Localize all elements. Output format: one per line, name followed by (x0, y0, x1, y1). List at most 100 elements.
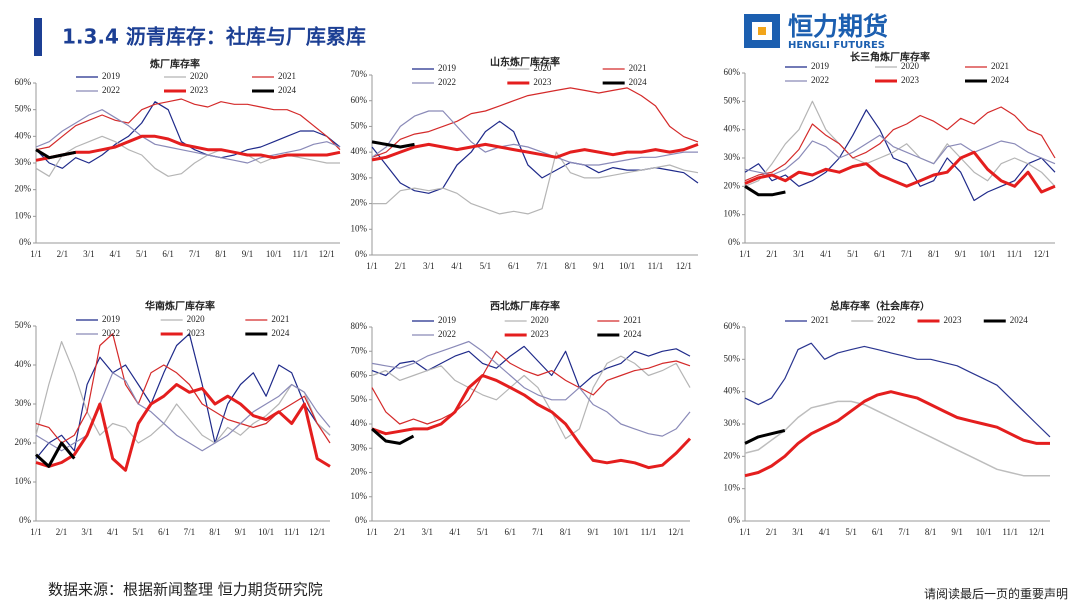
disclaimer: 请阅读最后一页的重要声明 (924, 586, 1068, 601)
y-tick-label: 30% (724, 152, 741, 162)
x-tick-label: 2/1 (766, 527, 778, 537)
x-tick-label: 6/1 (505, 527, 517, 537)
x-tick-label: 1/1 (30, 249, 42, 259)
x-tick-label: 3/1 (83, 249, 95, 259)
x-tick-label: 5/1 (136, 249, 148, 259)
x-tick-label: 10/1 (613, 527, 629, 537)
x-tick-label: 3/1 (423, 261, 435, 271)
x-tick-label: 11/1 (641, 527, 657, 537)
legend-label: 2024 (1010, 315, 1029, 325)
series-line (35, 101, 341, 169)
x-tick-label: 10/1 (619, 261, 635, 271)
x-tick-label: 12/1 (319, 249, 335, 259)
y-tick-label: 80% (351, 321, 368, 331)
legend-label: 2020 (531, 315, 550, 325)
y-tick-label: 40% (351, 418, 368, 428)
x-tick-label: 3/1 (792, 527, 804, 537)
series-line (744, 150, 1056, 194)
x-tick-label: 12/1 (1029, 527, 1045, 537)
x-tick-label: 10/1 (266, 249, 282, 259)
y-tick-label: 20% (351, 198, 368, 208)
chart: 炼厂库存率 0% 10% 20% 30% 40% 50% 60% 1/1 2/1 3/1 4/1 5/1… (15, 57, 341, 259)
series-line (744, 100, 1056, 187)
series-line (371, 140, 415, 149)
x-tick-label: 3/1 (422, 527, 434, 537)
x-tick-label: 2/1 (57, 249, 69, 259)
logo: 恒力期货 HENGLI FUTURES (744, 12, 888, 51)
chart: 山东炼厂库存率 0% 10% 20% 30% 40% 50% 60% 70% 1/1 2/1 3/1 4… (351, 55, 699, 271)
x-tick-label: 4/1 (451, 261, 463, 271)
logo-text: 恒力期货 (788, 12, 888, 41)
y-tick-label: 60% (351, 370, 368, 380)
x-tick-label: 12/1 (676, 261, 692, 271)
y-tick-label: 40% (15, 359, 32, 369)
x-tick-label: 4/1 (820, 249, 832, 259)
legend-label: 2022 (811, 75, 829, 85)
x-tick-label: 8/1 (925, 527, 937, 537)
x-tick-label: 10/1 (976, 527, 992, 537)
series-line (371, 340, 691, 437)
x-tick-label: 9/1 (593, 261, 605, 271)
x-tick-label: 11/1 (293, 249, 309, 259)
y-tick-label: 40% (724, 124, 741, 134)
x-tick-label: 6/1 (874, 249, 886, 259)
y-tick-label: 10% (724, 483, 741, 493)
chart: 长三角炼厂库存率 0% 10% 20% 30% 40% 50% 60% 1/1 2/1 3/1 4/1… (724, 50, 1056, 259)
series-line (371, 345, 691, 389)
series-line (744, 185, 786, 197)
legend-label: 2023 (901, 75, 920, 85)
chart-title: 炼厂库存率 (150, 57, 200, 70)
legend-label: 2019 (438, 315, 457, 325)
x-tick-label: 8/1 (560, 527, 572, 537)
series-line (371, 142, 699, 162)
y-tick-label: 10% (351, 491, 368, 501)
y-tick-label: 30% (15, 157, 32, 167)
series-line (744, 109, 1056, 202)
series-line (371, 355, 691, 440)
x-tick-label: 5/1 (133, 527, 145, 537)
x-tick-label: 5/1 (847, 249, 859, 259)
series-line (371, 427, 415, 445)
legend-label: 2022 (102, 85, 120, 95)
y-tick-label: 50% (15, 104, 32, 114)
legend-label: 2023 (187, 328, 206, 338)
series-line (35, 333, 331, 444)
series-line (35, 333, 331, 459)
x-tick-label: 10/1 (980, 249, 996, 259)
legend-label: 2022 (438, 77, 456, 87)
x-tick-label: 8/1 (928, 249, 940, 259)
y-tick-label: 30% (351, 172, 368, 182)
series-line (744, 342, 1051, 438)
legend-label: 2021 (811, 315, 829, 325)
series-line (371, 374, 692, 470)
series-line (371, 350, 691, 425)
y-tick-label: 50% (724, 95, 741, 105)
legend-label: 2023 (944, 315, 963, 325)
x-tick-label: 9/1 (242, 249, 254, 259)
x-tick-label: 6/1 (162, 249, 174, 259)
y-tick-label: 20% (724, 180, 741, 190)
legend-label: 2024 (278, 85, 297, 95)
y-tick-label: 20% (15, 437, 32, 447)
series-line (744, 400, 1050, 477)
legend-label: 2023 (531, 329, 550, 339)
x-tick-label: 4/1 (110, 249, 122, 259)
x-tick-label: 12/1 (1034, 249, 1050, 259)
y-tick-label: 10% (15, 476, 32, 486)
x-tick-label: 2/1 (56, 527, 68, 537)
legend-label: 2022 (102, 328, 120, 338)
chart-title: 西北炼厂库存率 (490, 299, 560, 312)
x-tick-label: 4/1 (449, 527, 461, 537)
x-tick-label: 2/1 (394, 527, 406, 537)
x-tick-label: 3/1 (793, 249, 805, 259)
legend-label: 2019 (102, 71, 121, 81)
chart-title: 长三角炼厂库存率 (850, 50, 930, 63)
legend-label: 2021 (623, 315, 641, 325)
y-tick-label: 10% (351, 223, 368, 233)
legend-label: 2019 (811, 61, 830, 71)
y-tick-label: 40% (724, 386, 741, 396)
chart: 西北炼厂库存率 0% 10% 20% 30% 40% 50% 60% 70% 80% 1/1 2/1 3… (351, 299, 692, 537)
series-line (35, 98, 341, 151)
y-tick-label: 60% (351, 95, 368, 105)
